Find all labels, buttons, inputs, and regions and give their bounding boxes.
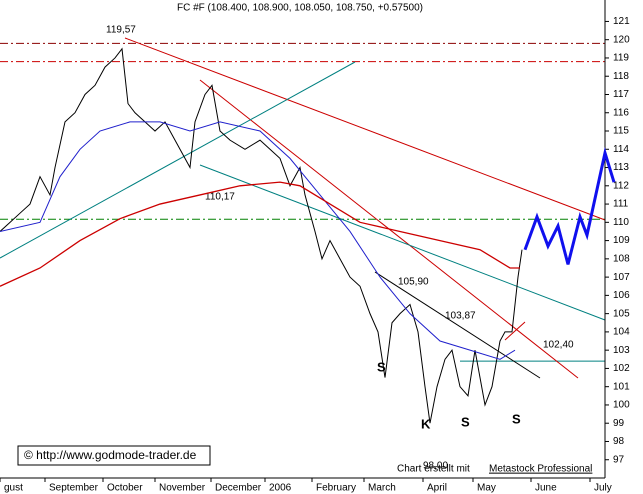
x-tick-label: December (215, 483, 262, 494)
x-tick-label: April (427, 483, 447, 494)
y-tick-label: 121 (613, 16, 630, 27)
y-tick-label: 120 (613, 34, 630, 45)
annotation: 103,87 (445, 311, 476, 322)
y-tick-label: 107 (613, 272, 630, 283)
trend-line (124, 37, 606, 221)
y-tick-label: 101 (613, 381, 630, 392)
y-tick-label: 116 (613, 107, 629, 118)
y-tick-label: 105 (613, 308, 630, 319)
y-tick-label: 106 (613, 290, 630, 301)
y-tick-label: 109 (613, 235, 630, 246)
y-tick-label: 108 (613, 253, 630, 264)
trend-line (504, 321, 526, 341)
annotation: 98,00 (423, 461, 448, 472)
y-tick-label: 97 (613, 454, 625, 465)
annotation: 119,57 (106, 25, 136, 36)
x-tick-label: gust (4, 483, 23, 494)
chart-title: FC #F (108.400, 108.900, 108.050, 108.75… (177, 3, 423, 14)
series-line (0, 181, 520, 287)
x-tick-label: July (594, 483, 612, 494)
annotation: 102,40 (543, 340, 574, 351)
trend-line (374, 271, 541, 379)
y-tick-label: 99 (613, 418, 625, 429)
series-line (0, 47, 523, 424)
y-tick-label: 117 (613, 89, 629, 100)
x-tick-label: February (316, 483, 356, 494)
y-tick-label: 119 (613, 53, 629, 64)
annotation: K (421, 416, 431, 431)
trend-line (199, 164, 606, 321)
series-line (0, 121, 516, 360)
annotation: 105,90 (398, 277, 429, 288)
y-tick-label: 118 (613, 71, 629, 82)
y-tick-label: 113 (613, 162, 629, 173)
y-tick-label: 114 (613, 144, 629, 155)
credit-link[interactable]: Metastock Professional (489, 464, 592, 475)
y-tick-label: 103 (613, 345, 630, 356)
y-tick-label: 104 (613, 327, 630, 338)
credit: Chart erstellt mit (397, 464, 470, 475)
trend-line (0, 61, 356, 259)
trend-lines (0, 37, 606, 379)
x-tick-label: October (107, 483, 143, 494)
y-tick-label: 102 (613, 363, 630, 374)
copyright: © http://www.godmode-trader.de (24, 448, 197, 462)
annotation: S (512, 411, 521, 426)
y-tick-label: 111 (613, 199, 629, 210)
x-tick-label: June (535, 483, 557, 494)
x-tick-label: September (49, 483, 99, 494)
copyright-box (17, 445, 211, 466)
x-tick-label: November (159, 483, 206, 494)
x-tick-label: May (477, 483, 496, 494)
annotation: S (377, 359, 386, 374)
x-tick-label: March (368, 483, 396, 494)
y-tick-label: 115 (613, 126, 629, 137)
y-tick-label: 100 (613, 400, 630, 411)
series-line (523, 147, 616, 265)
x-tick-label: 2006 (269, 483, 292, 494)
y-tick-label: 98 (613, 436, 625, 447)
annotation: 110,17 (205, 192, 235, 203)
y-tick-label: 112 (613, 180, 629, 191)
y-tick-label: 110 (613, 217, 629, 228)
annotation: S (461, 414, 470, 429)
